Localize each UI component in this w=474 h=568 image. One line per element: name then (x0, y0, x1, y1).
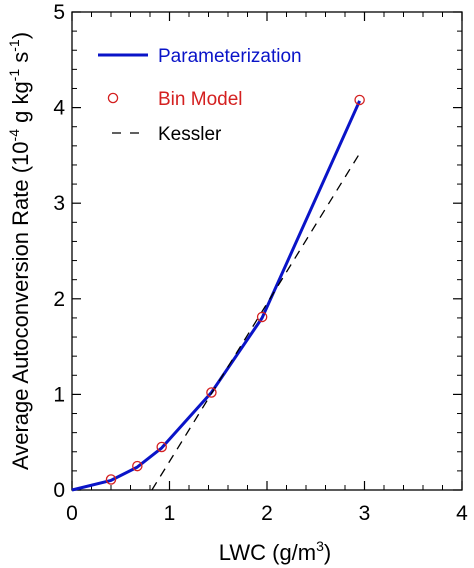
bin-model-point (132, 460, 143, 472)
x-tick-label: 1 (164, 502, 176, 525)
bin-model-point (206, 387, 217, 398)
y-tick-label: 0 (53, 479, 65, 502)
series-group (71, 94, 365, 492)
y-axis-label: Average Autoconversion Rate (10-4 g kg-1… (6, 32, 33, 470)
y-tick-label: 5 (53, 1, 65, 24)
y-tick-label: 1 (53, 383, 65, 406)
x-axis-label: LWC (g/m3) (219, 538, 332, 565)
y-tick-label: 3 (53, 192, 65, 215)
y-tick-label: 4 (53, 97, 65, 120)
series-line-parameterization (71, 100, 361, 492)
legend-label-kessler: Kessler (158, 124, 222, 145)
x-tick-label: 2 (261, 502, 273, 525)
axis-labels: LWC (g/m3) Average Autoconversion Rate (1… (6, 32, 331, 565)
legend-label-bin-model: Bin Model (158, 89, 243, 110)
x-tick-label: 4 (456, 502, 468, 525)
bin-model-point (156, 441, 167, 453)
bin-model-point (256, 311, 268, 323)
x-tick-label: 3 (359, 502, 371, 525)
x-tick-label: 0 (66, 502, 78, 525)
plot-frame (71, 11, 463, 491)
series-line-kessler (151, 153, 361, 491)
y-tick-label: 2 (53, 288, 65, 311)
legend-label-parameterization: Parameterization (158, 46, 302, 67)
legend: Parameterization Bin Model Kessler (98, 46, 302, 145)
bin-model-point (105, 474, 117, 485)
bin-model-point (354, 94, 365, 106)
axes-group: 0 1 2 3 4 0 1 2 3 4 5 (53, 1, 468, 525)
legend-marker-bin-model (107, 92, 119, 104)
